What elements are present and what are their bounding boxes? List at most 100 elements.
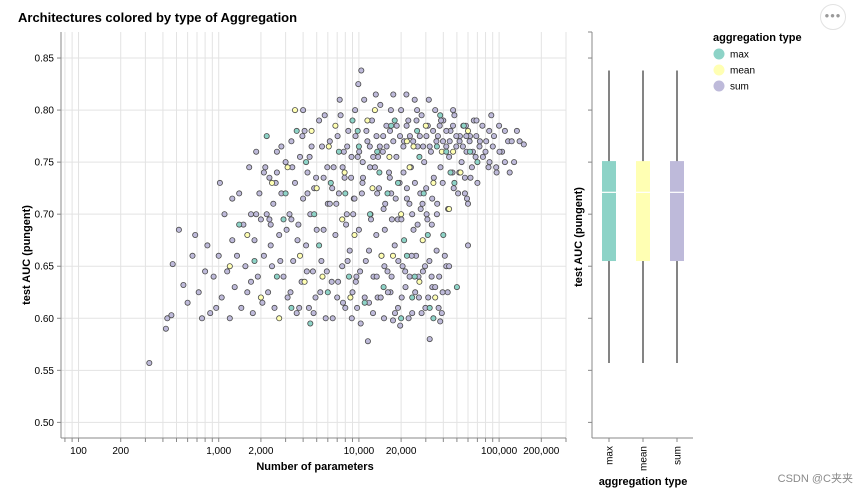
data-point-sum (355, 81, 362, 88)
data-point-sum (394, 304, 401, 311)
data-point-max (251, 257, 258, 264)
data-point-sum (267, 221, 274, 228)
data-point-sum (456, 138, 463, 145)
data-point-sum (461, 174, 468, 181)
data-point-sum (276, 231, 283, 238)
data-point-sum (313, 226, 320, 233)
x-tick-label: 10,000 (344, 446, 375, 457)
data-point-mean (284, 164, 291, 171)
data-point-sum (426, 336, 433, 343)
data-point-sum (364, 138, 371, 145)
data-point-mean (430, 179, 437, 186)
data-point-sum (317, 289, 324, 296)
data-point-sum (367, 216, 374, 223)
data-point-sum (490, 133, 497, 140)
y-tick-label: 0.55 (35, 366, 55, 377)
data-point-sum (403, 122, 410, 129)
data-point-sum (439, 289, 446, 296)
data-point-sum (439, 179, 446, 186)
legend-swatch-max (713, 48, 725, 60)
data-point-sum (336, 96, 343, 103)
x-tick-label: 20,000 (386, 446, 417, 457)
data-point-sum (300, 195, 307, 202)
data-point-sum (371, 164, 378, 171)
data-point-sum (433, 211, 440, 218)
data-point-sum (253, 148, 260, 155)
data-point-sum (273, 148, 280, 155)
data-point-sum (464, 242, 471, 249)
data-point-sum (391, 310, 398, 317)
data-point-max (349, 117, 356, 124)
data-point-sum (373, 133, 380, 140)
data-point-sum (266, 174, 273, 181)
data-point-sum (335, 190, 342, 197)
data-point-sum (233, 252, 240, 259)
data-point-sum (304, 169, 311, 176)
data-point-mean (341, 169, 348, 176)
data-point-sum (451, 112, 458, 119)
data-point-sum (400, 169, 407, 176)
data-point-max (380, 284, 387, 291)
data-point-sum (414, 107, 421, 114)
data-point-sum (421, 263, 428, 270)
data-point-max (394, 179, 401, 186)
data-point-sum (403, 185, 410, 192)
data-point-sum (339, 299, 346, 306)
data-point-sum (247, 278, 254, 285)
data-point-sum (340, 148, 347, 155)
data-point-sum (363, 127, 370, 134)
data-point-mean (464, 127, 471, 134)
data-point-max (409, 294, 416, 301)
data-point-max (355, 143, 362, 150)
data-point-sum (294, 237, 301, 244)
data-point-sum (262, 164, 269, 171)
data-point-sum (428, 273, 435, 280)
data-point-sum (428, 221, 435, 228)
data-point-sum (430, 174, 437, 181)
data-point-sum (474, 179, 481, 186)
data-point-sum (380, 315, 387, 322)
data-point-sum (433, 247, 440, 254)
x-tick-label: 100 (70, 446, 87, 457)
data-point-sum (436, 273, 443, 280)
data-point-sum (349, 289, 356, 296)
data-point-sum (146, 359, 153, 366)
data-point-sum (421, 159, 428, 166)
more-options-button[interactable]: ••• (820, 4, 846, 30)
data-point-sum (418, 112, 425, 119)
data-point-sum (382, 200, 389, 207)
data-point-sum (464, 200, 471, 207)
data-point-sum (300, 107, 307, 114)
data-point-sum (493, 164, 500, 171)
data-point-sum (184, 299, 191, 306)
data-point-sum (426, 143, 433, 150)
data-point-sum (479, 122, 486, 129)
data-point-max (293, 127, 300, 134)
x-tick-label: 200,000 (523, 446, 560, 457)
data-point-sum (365, 247, 372, 254)
data-point-sum (175, 226, 182, 233)
data-point-sum (437, 117, 444, 124)
data-point-sum (224, 268, 231, 275)
data-point-sum (434, 200, 441, 207)
legend-swatch-mean (713, 64, 725, 76)
data-point-sum (332, 231, 339, 238)
data-point-max (443, 148, 450, 155)
data-point-sum (308, 143, 315, 150)
data-point-sum (403, 91, 410, 98)
data-point-sum (424, 216, 431, 223)
legend-label-sum: sum (730, 82, 749, 93)
data-point-sum (393, 122, 400, 129)
data-point-sum (333, 200, 340, 207)
data-point-sum (323, 268, 330, 275)
data-point-sum (334, 294, 341, 301)
legend-title: aggregation type (713, 32, 802, 44)
data-point-sum (432, 284, 439, 291)
data-point-sum (260, 252, 267, 259)
data-point-sum (410, 226, 417, 233)
y-axis-title: test AUC (pungent) (21, 205, 33, 305)
data-point-mean (419, 237, 426, 244)
data-point-sum (251, 237, 258, 244)
data-point-sum (396, 133, 403, 140)
data-point-max (236, 221, 243, 228)
